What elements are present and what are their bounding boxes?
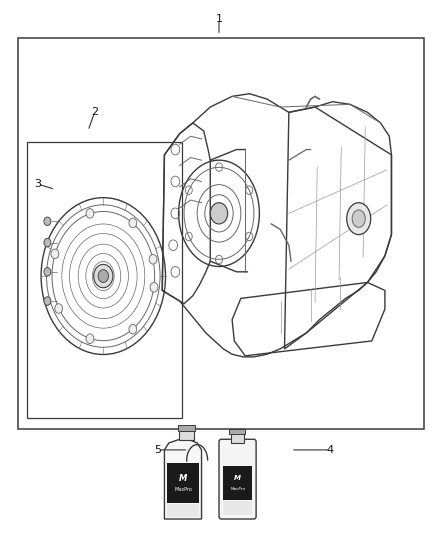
Bar [223, 466, 252, 500]
Circle shape [86, 334, 94, 343]
Text: MaxPro: MaxPro [174, 487, 192, 492]
Circle shape [129, 218, 137, 228]
Text: 4: 4 [327, 445, 334, 455]
Circle shape [129, 325, 137, 334]
Bar [177, 425, 195, 431]
Text: 3: 3 [34, 179, 41, 189]
Text: M: M [234, 474, 241, 481]
Ellipse shape [347, 203, 371, 235]
Circle shape [44, 217, 51, 225]
FancyBboxPatch shape [219, 439, 256, 519]
Circle shape [44, 297, 51, 305]
Bar [166, 504, 199, 518]
Circle shape [44, 238, 51, 247]
Circle shape [51, 249, 59, 259]
Circle shape [86, 208, 94, 218]
Text: M: M [179, 474, 187, 482]
Bar [223, 502, 252, 515]
Circle shape [44, 268, 51, 276]
Circle shape [55, 304, 63, 313]
Polygon shape [164, 439, 201, 519]
Text: 5: 5 [154, 445, 161, 455]
Circle shape [94, 264, 113, 288]
Text: MaxPro: MaxPro [230, 487, 245, 491]
Ellipse shape [352, 210, 365, 228]
Circle shape [98, 270, 109, 282]
Bar [231, 433, 244, 443]
Text: 1: 1 [215, 14, 223, 25]
Circle shape [149, 254, 157, 264]
Bar [230, 429, 245, 434]
Text: 2: 2 [91, 107, 98, 117]
Bar [18, 38, 424, 429]
Bar [166, 463, 199, 503]
Circle shape [150, 282, 158, 292]
Bar [179, 430, 194, 440]
Circle shape [210, 203, 228, 224]
Bar [27, 142, 182, 418]
